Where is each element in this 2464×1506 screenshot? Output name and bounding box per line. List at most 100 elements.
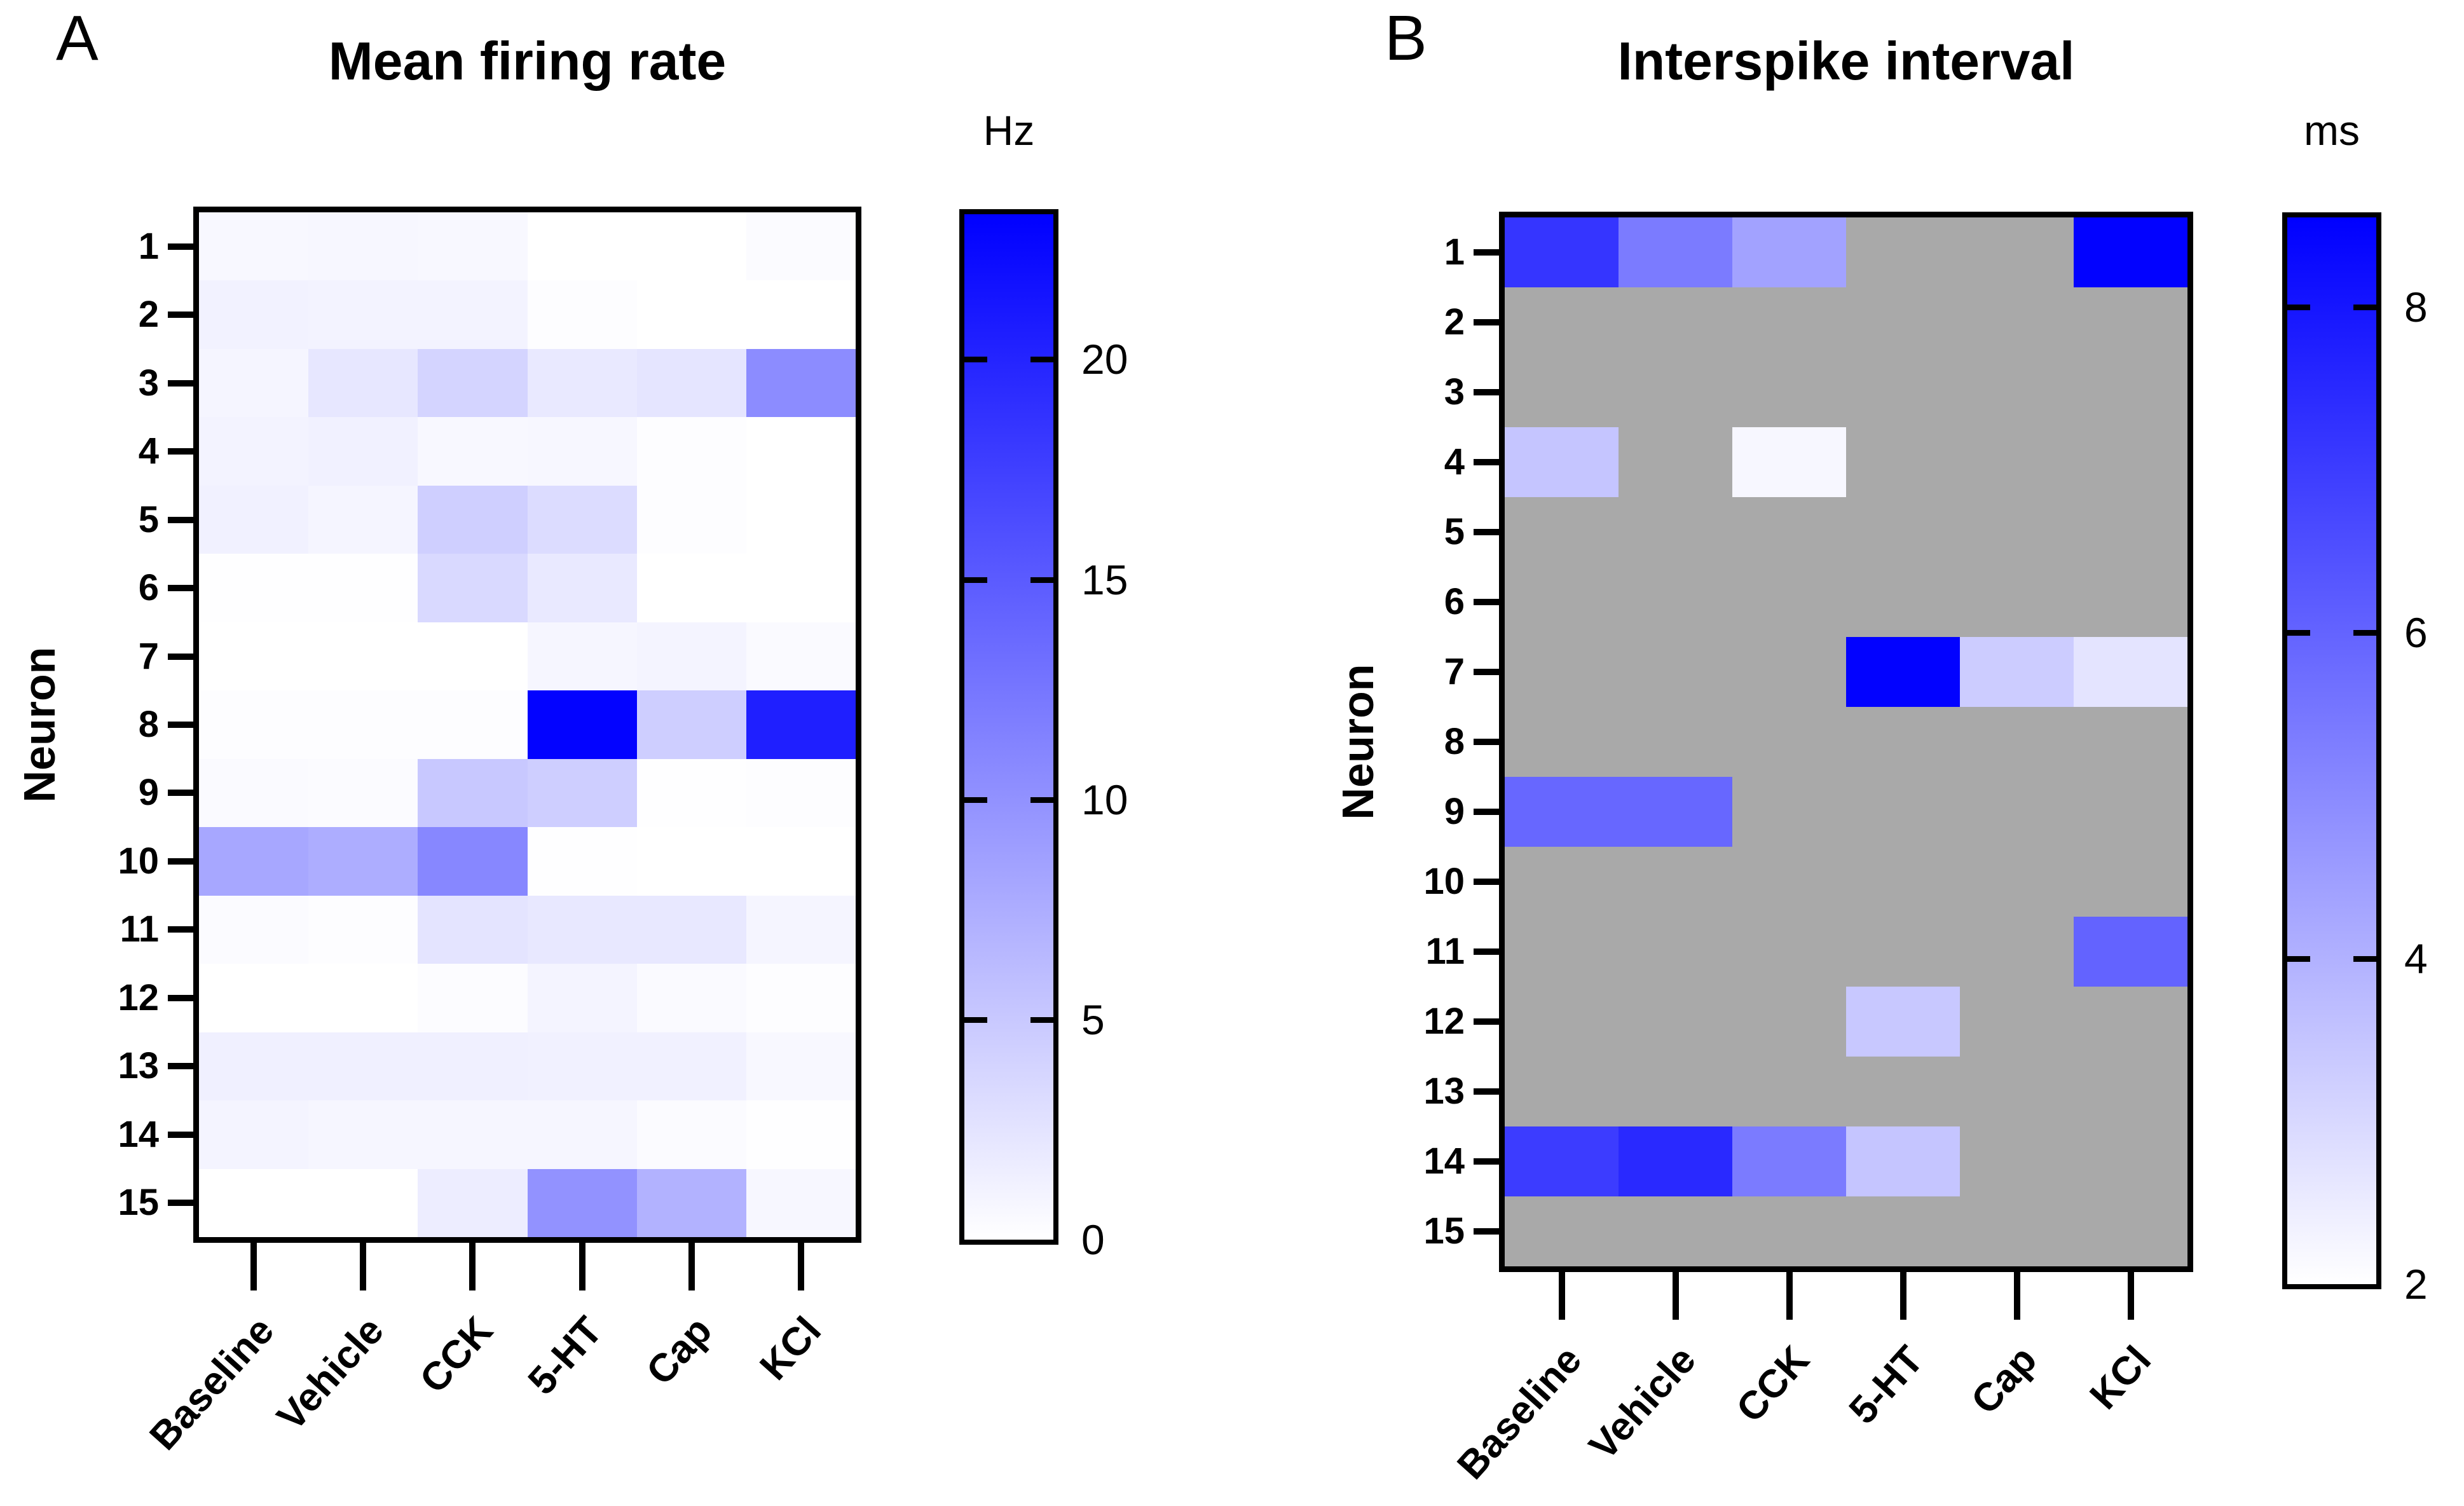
y-tick-label: 2 [138,294,159,336]
y-tick-label: 3 [1444,371,1465,413]
heatmap-cell [2074,637,2187,707]
heatmap-cell [746,690,856,759]
y-axis-tick [1474,319,1499,325]
y-tick-label: 7 [1444,651,1465,692]
heatmap-cell [636,554,746,622]
heatmap-cell [1619,637,1732,707]
heatmap-cell [1960,1057,2074,1126]
heatmap-cell [199,212,309,281]
heatmap-cell [636,1032,746,1101]
heatmap-cell [1732,847,1846,917]
heatmap-cell [527,827,637,896]
y-tick-label: 3 [138,362,159,404]
heatmap-cell [1732,707,1846,777]
heatmap-cell [1619,217,1732,287]
heatmap-cell [1960,567,2074,637]
x-tick-label: KCl [751,1308,830,1389]
heatmap-cell [636,348,746,418]
heatmap-cell [418,1100,528,1169]
colorbar-tick-label: 15 [1081,556,1128,603]
heatmap-cell [2074,287,2187,357]
colorbar-tick-label: 6 [2404,609,2428,657]
heatmap-cell [1505,637,1619,707]
y-tick-label: 7 [138,635,159,677]
y-axis-tick [1474,459,1499,465]
heatmap-cell [418,622,528,691]
colorbar-tick [2287,955,2310,962]
heatmap-cell [1619,1126,1732,1196]
heatmap-cell [308,417,418,486]
heatmap-cell [1846,357,1960,427]
heatmap-cell [2074,217,2187,287]
heatmap-cell [1732,1126,1846,1196]
heatmap-cell [1960,707,2074,777]
y-axis-tick [168,1200,193,1207]
y-tick-label: 13 [1423,1071,1465,1112]
heatmap-cell [418,758,528,828]
y-axis-tick [168,1063,193,1070]
y-axis-tick [168,1131,193,1138]
colorbar-tick [964,357,987,363]
x-axis-tick [1786,1272,1793,1320]
x-tick-label: Vehicle [268,1308,392,1439]
y-axis-tick [168,994,193,1001]
heatmap-cell [636,758,746,828]
heatmap-cell [418,1168,528,1237]
colorbar-tick-label: 2 [2404,1261,2428,1308]
heatmap-cell [1846,217,1960,287]
heatmap-cell [636,280,746,349]
heatmap-cell [199,827,309,896]
heatmap-cell [1505,777,1619,847]
heatmap-cell [1505,217,1619,287]
heatmap-cell [1619,987,1732,1057]
x-axis-tick [469,1243,476,1290]
heatmap-cell [199,554,309,622]
colorbar-tick-label: 0 [1081,1216,1105,1263]
heatmap-cell [199,485,309,554]
heatmap-cell [308,1100,418,1169]
y-axis-tick [1474,1158,1499,1165]
heatmap-cell [2074,1057,2187,1126]
y-axis-tick [168,243,193,250]
heatmap-cell [199,895,309,964]
panel-b-title: Interspike interval [1617,31,2075,91]
heatmap-cell [527,895,637,964]
heatmap-cell [527,417,637,486]
heatmap-cell [1505,427,1619,497]
heatmap-cell [1732,287,1846,357]
heatmap-cell [1505,707,1619,777]
heatmap-cell [1732,357,1846,427]
heatmap-cell [1732,217,1846,287]
heatmap-cell [2074,497,2187,567]
heatmap-cell [1846,427,1960,497]
heatmap-cell [1960,847,2074,917]
heatmap-cell [1619,287,1732,357]
heatmap-cell [2074,777,2187,847]
heatmap-cell [1619,497,1732,567]
y-tick-label: 15 [118,1182,159,1224]
heatmap-cell [2074,707,2187,777]
x-axis-tick [2013,1272,2020,1320]
x-axis-tick [578,1243,585,1290]
y-tick-label: 8 [1444,721,1465,762]
heatmap-cell [1732,1057,1846,1126]
heatmap-cell [527,1100,637,1169]
heatmap-cell [2074,1196,2187,1266]
heatmap-cell [308,827,418,896]
y-tick-label: 5 [1444,511,1465,552]
heatmap-cell [1960,287,2074,357]
heatmap-cell [1505,287,1619,357]
colorbar-tick [1030,1017,1053,1023]
panel-b-letter: B [1385,3,1427,74]
y-axis-tick [1474,1088,1499,1095]
heatmap-cell [1732,987,1846,1057]
heatmap-cell [1960,777,2074,847]
panel-b-colorbar-unit: ms [2304,107,2360,154]
heatmap-cell [308,690,418,759]
heatmap-cell [308,622,418,691]
x-tick-label: Baseline [141,1308,283,1459]
y-tick-label: 14 [1423,1140,1465,1182]
heatmap-cell [418,827,528,896]
heatmap-cell [1505,1057,1619,1126]
